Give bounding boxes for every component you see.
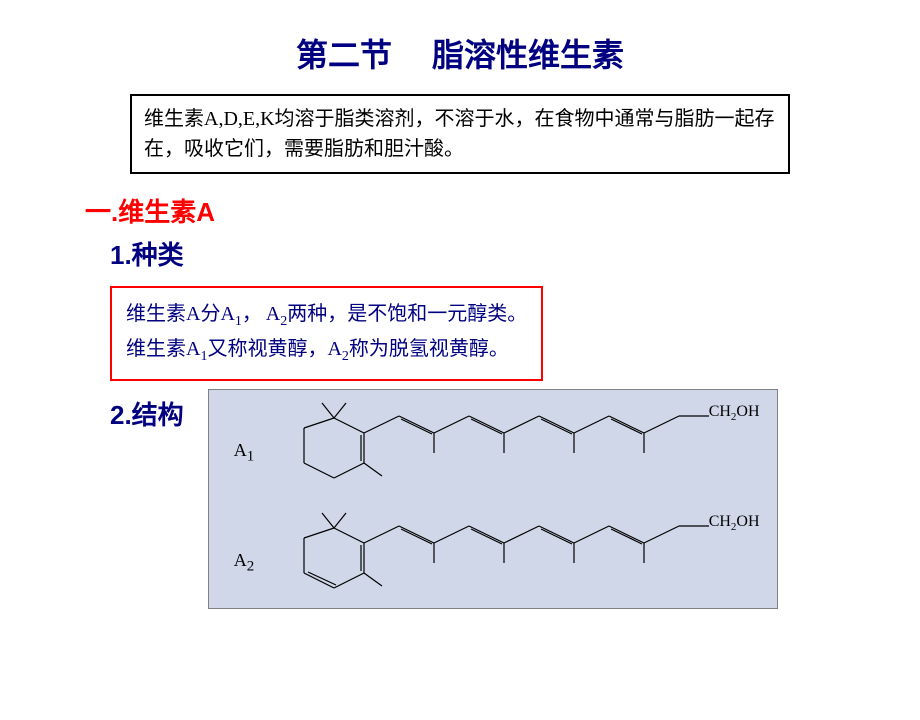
desc-line2: 维生素A1又称视黄醇，A2称为脱氢视黄醇。 bbox=[126, 338, 509, 360]
structure-box: A1 A2 CH2OH CH2OH bbox=[208, 389, 778, 609]
molecule-a2 bbox=[264, 508, 714, 603]
sub1a: 1 bbox=[235, 314, 242, 329]
ch2oh-1: CH2OH bbox=[709, 403, 760, 423]
page-title: 第二节 脂溶性维生素 bbox=[0, 30, 920, 76]
t: 又称视黄醇，A bbox=[207, 338, 341, 360]
t: 维生素A bbox=[126, 338, 200, 360]
desc-line1: 维生素A分A1， A2两种，是不饱和一元醇类。 bbox=[126, 303, 527, 325]
intro-text: 维生素A,D,E,K均溶于脂类溶剂，不溶于水，在食物中通常与脂肪一起存在，吸收它… bbox=[144, 108, 775, 160]
ch2oh-2: CH2OH bbox=[709, 513, 760, 533]
subheading-1: 1.种类 bbox=[110, 235, 920, 272]
t: A bbox=[234, 550, 247, 570]
intro-box: 维生素A,D,E,K均溶于脂类溶剂，不溶于水，在食物中通常与脂肪一起存在，吸收它… bbox=[130, 94, 790, 174]
t: 1 bbox=[247, 448, 255, 464]
t: 维生素A分A bbox=[126, 303, 235, 325]
t: A bbox=[234, 440, 247, 460]
t: 2 bbox=[247, 558, 255, 574]
description-box: 维生素A分A1， A2两种，是不饱和一元醇类。 维生素A1又称视黄醇，A2称为脱… bbox=[110, 286, 543, 381]
molecule-a1 bbox=[264, 398, 714, 488]
a1-label: A1 bbox=[234, 440, 255, 466]
t: OH bbox=[736, 403, 759, 420]
t: OH bbox=[736, 513, 759, 530]
subheading-2: 2.结构 bbox=[110, 395, 184, 432]
t: ， A bbox=[242, 303, 280, 325]
t: 两种，是不饱和一元醇类。 bbox=[287, 303, 527, 325]
section-a-heading: 一.维生素A bbox=[85, 192, 920, 229]
t: 称为脱氢视黄醇。 bbox=[349, 338, 509, 360]
a2-label: A2 bbox=[234, 550, 255, 576]
sub2b: 2 bbox=[342, 349, 349, 364]
